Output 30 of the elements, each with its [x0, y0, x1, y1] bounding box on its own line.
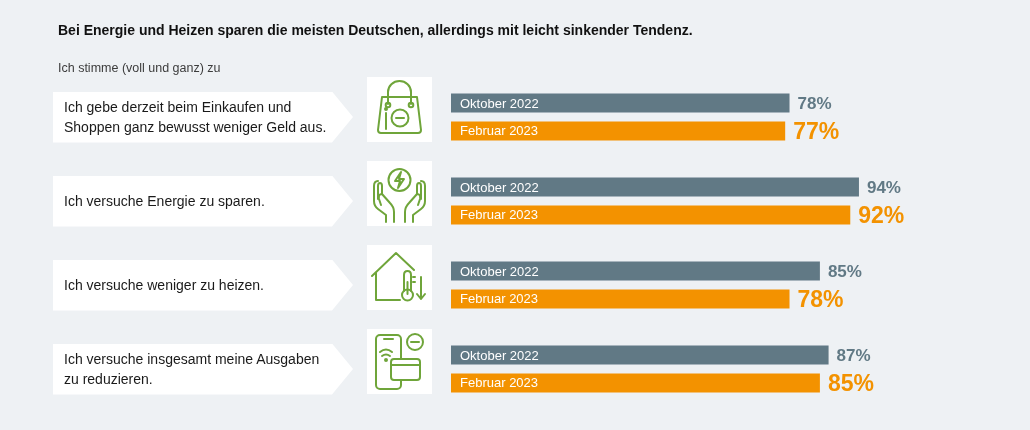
y-tick-label: Ich versuche Energie zu sparen. [64, 193, 265, 209]
bar [451, 121, 786, 141]
text: Ich stimme (voll und ganz) zu [58, 60, 221, 75]
bar [451, 261, 820, 281]
text: Februar 2023 [460, 207, 539, 223]
text: Oktober 2022 [460, 263, 539, 279]
bar [451, 345, 829, 365]
data-label: 77% [793, 117, 840, 144]
data-label: 85% [827, 261, 862, 281]
bar [451, 373, 820, 393]
series-label: Oktober 2022 [460, 95, 539, 111]
bar [451, 177, 859, 197]
text: Oktober 2022 [460, 179, 539, 195]
y-tick-label: Ich versuche insgesamt meine Ausgaben zu reduzieren. [64, 351, 324, 387]
data-label: 94% [866, 177, 901, 197]
bar [451, 205, 851, 225]
bar [451, 93, 790, 113]
data-label: 78% [797, 93, 832, 113]
data-label: 85% [827, 369, 874, 396]
data-label: 87% [836, 345, 871, 365]
text: Februar 2023 [460, 291, 539, 307]
data-label: 92% [858, 201, 905, 228]
chart-title: Bei Energie und Heizen sparen die meisten Deutschen, allerdings mit leicht sinkender Tendenz. [58, 22, 693, 38]
text: Oktober 2022 [460, 347, 539, 363]
data-label: 78% [797, 285, 844, 312]
bar [451, 289, 790, 309]
text: Februar 2023 [460, 123, 539, 139]
series-label: Februar 2023 [460, 375, 539, 391]
y-tick-label: Ich versuche weniger zu heizen. [64, 277, 264, 293]
y-tick-label: Ich gebe derzeit beim Einkaufen und Shoppen ganz bewusst weniger Geld aus. [64, 99, 327, 135]
